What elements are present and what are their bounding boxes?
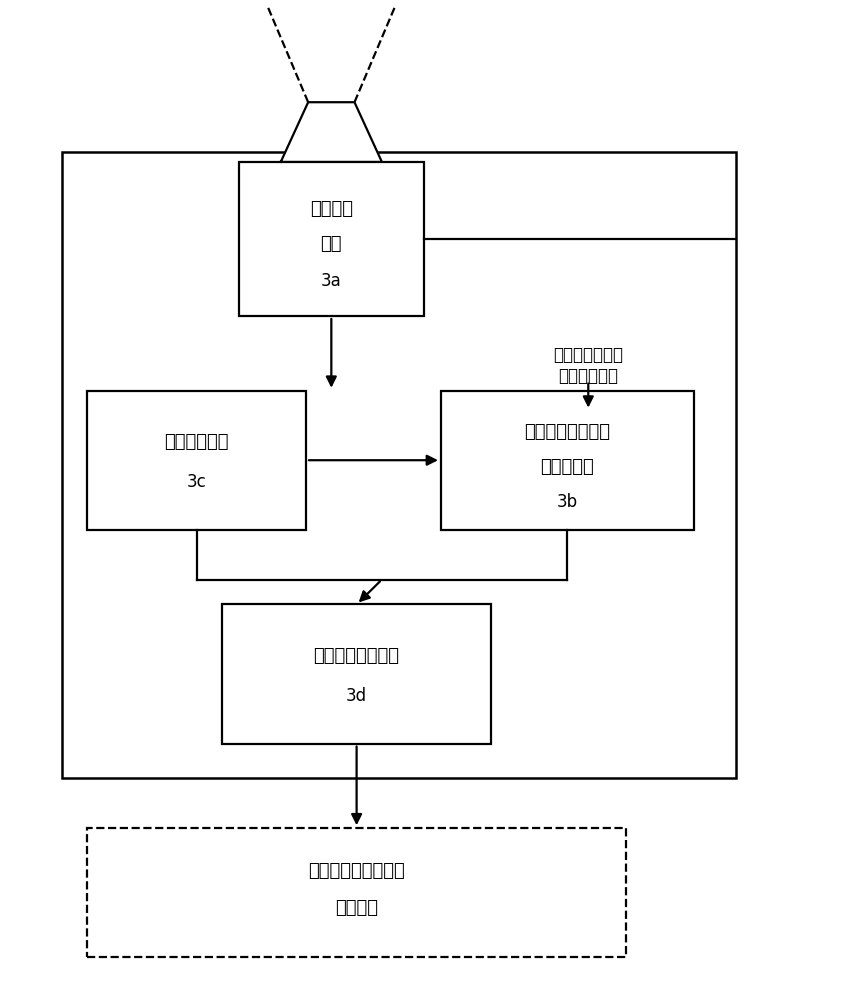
Text: 空冷系统实时散热量: 空冷系统实时散热量 xyxy=(308,862,405,880)
Bar xyxy=(62,152,736,778)
Text: 模块: 模块 xyxy=(321,235,342,253)
Bar xyxy=(441,391,694,530)
Text: 3b: 3b xyxy=(556,493,577,511)
Text: 数据传输模块: 数据传输模块 xyxy=(165,433,229,451)
Bar xyxy=(238,162,424,316)
Text: 数据处理分析模块: 数据处理分析模块 xyxy=(314,647,399,665)
Text: 3c: 3c xyxy=(187,473,206,491)
Text: 3d: 3d xyxy=(346,687,367,705)
Bar xyxy=(87,828,626,957)
Text: 3a: 3a xyxy=(321,272,342,290)
Text: 及处理模块: 及处理模块 xyxy=(540,458,594,476)
Polygon shape xyxy=(281,102,382,162)
Bar xyxy=(87,391,306,530)
Text: 指导网格划分及
安放测量贴片: 指导网格划分及 安放测量贴片 xyxy=(553,346,623,385)
Text: 热流分布选择分析: 热流分布选择分析 xyxy=(524,423,611,441)
Text: 红外成像: 红外成像 xyxy=(310,200,353,218)
Text: 优化系统: 优化系统 xyxy=(335,899,378,917)
Bar xyxy=(222,604,491,744)
